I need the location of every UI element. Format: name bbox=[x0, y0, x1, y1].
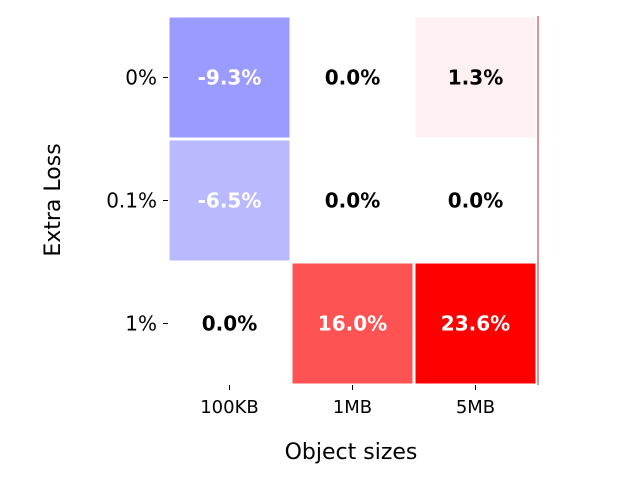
cell-value-label: 0.0% bbox=[448, 189, 503, 213]
cell-value-label: 16.0% bbox=[318, 312, 387, 336]
cell-value-label: 23.6% bbox=[441, 312, 510, 336]
x-axis-ticks: 100KB 1MB 5MB bbox=[200, 385, 495, 418]
y-axis-ticks: 0% 0.1% 1% bbox=[106, 66, 168, 336]
y-tick-label: 1% bbox=[125, 312, 157, 336]
x-tick-label: 1MB bbox=[333, 397, 372, 418]
heatmap-cells bbox=[166, 14, 539, 387]
x-tick-label: 5MB bbox=[456, 397, 495, 418]
cell-value-label: 0.0% bbox=[202, 312, 257, 336]
cell-value-label: -9.3% bbox=[198, 66, 262, 90]
heatmap-cell bbox=[412, 137, 539, 264]
y-axis-title: Extra Loss bbox=[41, 143, 66, 256]
heatmap-cell bbox=[289, 14, 416, 141]
y-tick-label: 0.1% bbox=[106, 189, 157, 213]
x-tick-label: 100KB bbox=[200, 397, 259, 418]
cell-value-label: -6.5% bbox=[198, 189, 262, 213]
cell-value-label: 0.0% bbox=[325, 66, 380, 90]
heatmap-cell-labels: -9.3% 0.0% 1.3% -6.5% 0.0% 0.0% 0.0% 16.0% 23.6% bbox=[198, 66, 511, 336]
x-axis-title: Object sizes bbox=[285, 440, 418, 465]
heatmap-cell bbox=[289, 260, 416, 387]
y-tick-label: 0% bbox=[125, 66, 157, 90]
cell-value-label: 0.0% bbox=[325, 189, 380, 213]
cell-value-label: 1.3% bbox=[448, 66, 503, 90]
